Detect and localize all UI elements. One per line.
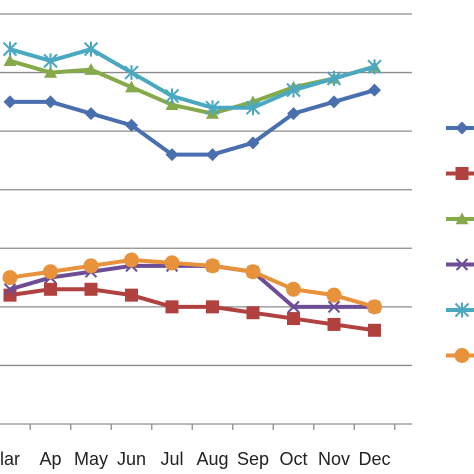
x-tick-label: Dec <box>358 449 390 469</box>
legend-entry <box>446 258 474 271</box>
data-point <box>165 300 179 314</box>
data-point <box>84 107 98 121</box>
data-point <box>367 59 382 75</box>
data-point <box>43 264 58 280</box>
data-point <box>83 258 99 274</box>
legend-entry <box>446 121 474 135</box>
legend-entry <box>446 348 474 363</box>
series-line <box>9 287 375 333</box>
data-point <box>368 83 381 97</box>
data-point <box>326 70 342 86</box>
legend-entry <box>446 302 474 318</box>
legend-marker <box>454 302 470 318</box>
data-point <box>286 82 301 98</box>
data-point <box>124 252 139 268</box>
data-point <box>326 287 342 303</box>
x-tick-label: Sep <box>237 449 269 469</box>
data-point <box>327 95 341 109</box>
series-line <box>9 47 376 110</box>
legend-marker <box>455 167 469 180</box>
x-tick-label: Ap <box>39 449 61 469</box>
data-point <box>125 288 138 302</box>
data-point <box>327 317 341 331</box>
x-axis-tick-labels: lar Ap May Jun Jul Aug Sep Oct Nov Dec <box>0 449 391 469</box>
data-point <box>287 312 300 326</box>
data-point <box>205 100 220 116</box>
series-6 <box>2 252 382 315</box>
series-1 <box>3 83 381 162</box>
legend-marker <box>454 348 470 363</box>
x-tick-label: Oct <box>279 449 307 469</box>
legend-marker <box>455 212 469 225</box>
x-tick-label: May <box>74 449 108 469</box>
x-tick-label: Jul <box>160 449 183 469</box>
data-point <box>2 41 18 57</box>
data-point <box>165 148 179 162</box>
legend-entry <box>446 212 474 225</box>
data-point <box>286 281 301 297</box>
x-tick-label: Aug <box>196 449 228 469</box>
data-point <box>3 283 17 296</box>
data-point <box>368 323 381 337</box>
data-point <box>327 300 341 314</box>
series-4 <box>3 259 381 314</box>
data-point <box>84 282 98 296</box>
legend <box>446 121 474 363</box>
data-point <box>165 98 179 110</box>
data-point <box>245 100 261 116</box>
data-point <box>44 282 57 296</box>
data-point <box>44 95 57 109</box>
series-line <box>9 263 375 309</box>
legend-marker <box>455 121 469 135</box>
data-point <box>367 299 382 315</box>
data-point <box>43 53 58 69</box>
data-point <box>3 54 17 67</box>
data-point <box>246 306 260 320</box>
data-point <box>246 136 260 150</box>
data-point <box>245 264 261 280</box>
series-2 <box>3 282 381 337</box>
legend-entry <box>446 167 474 180</box>
data-point <box>206 148 219 162</box>
x-axis-ticks <box>29 424 396 430</box>
series-line <box>9 258 376 309</box>
data-point <box>84 63 98 75</box>
data-point <box>44 66 57 78</box>
data-point <box>206 300 219 314</box>
x-tick-label: Jun <box>117 449 146 469</box>
data-point <box>164 88 180 104</box>
data-point <box>205 258 220 274</box>
data-point <box>125 80 138 93</box>
data-point <box>287 300 300 314</box>
data-point <box>124 65 139 81</box>
data-point <box>3 95 17 109</box>
data-point <box>287 107 300 121</box>
series-lines <box>2 41 382 337</box>
series-5 <box>2 41 382 116</box>
series-line <box>10 88 376 157</box>
data-point <box>83 41 99 57</box>
x-tick-label: lar <box>0 449 20 469</box>
legend-marker <box>455 258 469 271</box>
data-point <box>125 118 138 132</box>
data-point <box>164 255 180 271</box>
series-3 <box>3 54 381 119</box>
data-point <box>2 270 18 286</box>
x-tick-label: Nov <box>318 449 350 469</box>
